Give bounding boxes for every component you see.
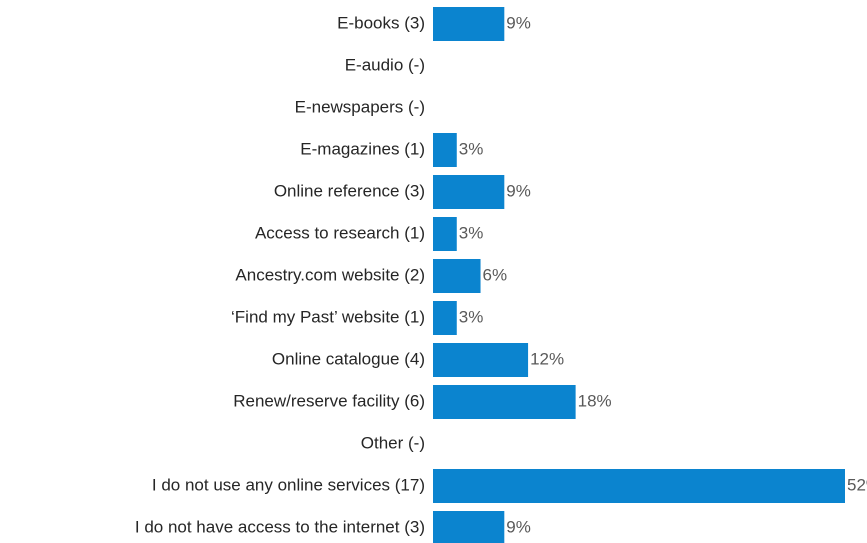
bar — [433, 511, 505, 543]
bar — [433, 469, 845, 503]
value-label: 9% — [506, 13, 531, 32]
bar — [433, 385, 576, 419]
category-label: ‘Find my Past’ website (1) — [231, 307, 425, 326]
category-label: I do not use any online services (17) — [152, 475, 425, 494]
bar — [433, 175, 505, 209]
value-label: 9% — [506, 181, 531, 200]
value-label: 3% — [459, 139, 484, 158]
bar — [433, 343, 529, 377]
value-label: 18% — [578, 391, 612, 410]
category-label: Renew/reserve facility (6) — [233, 391, 425, 410]
category-label: E-books (3) — [337, 13, 425, 32]
category-label: Online reference (3) — [274, 181, 425, 200]
value-label: 52% — [847, 475, 867, 494]
category-label: I do not have access to the internet (3) — [135, 517, 425, 536]
value-label: 9% — [506, 517, 531, 536]
value-label: 3% — [459, 223, 484, 242]
category-label: Online catalogue (4) — [272, 349, 425, 368]
category-label: E-newspapers (-) — [295, 97, 425, 116]
category-label: E-magazines (1) — [300, 139, 425, 158]
category-label: Other (-) — [361, 433, 425, 452]
category-label: Ancestry.com website (2) — [235, 265, 425, 284]
value-label: 3% — [459, 307, 484, 326]
bar — [433, 301, 457, 335]
bar — [433, 217, 457, 251]
value-label: 6% — [483, 265, 508, 284]
bar — [433, 7, 505, 41]
category-label: E-audio (-) — [345, 55, 425, 74]
category-label: Access to research (1) — [255, 223, 425, 242]
value-label: 12% — [530, 349, 564, 368]
bar — [433, 133, 457, 167]
bar — [433, 259, 481, 293]
